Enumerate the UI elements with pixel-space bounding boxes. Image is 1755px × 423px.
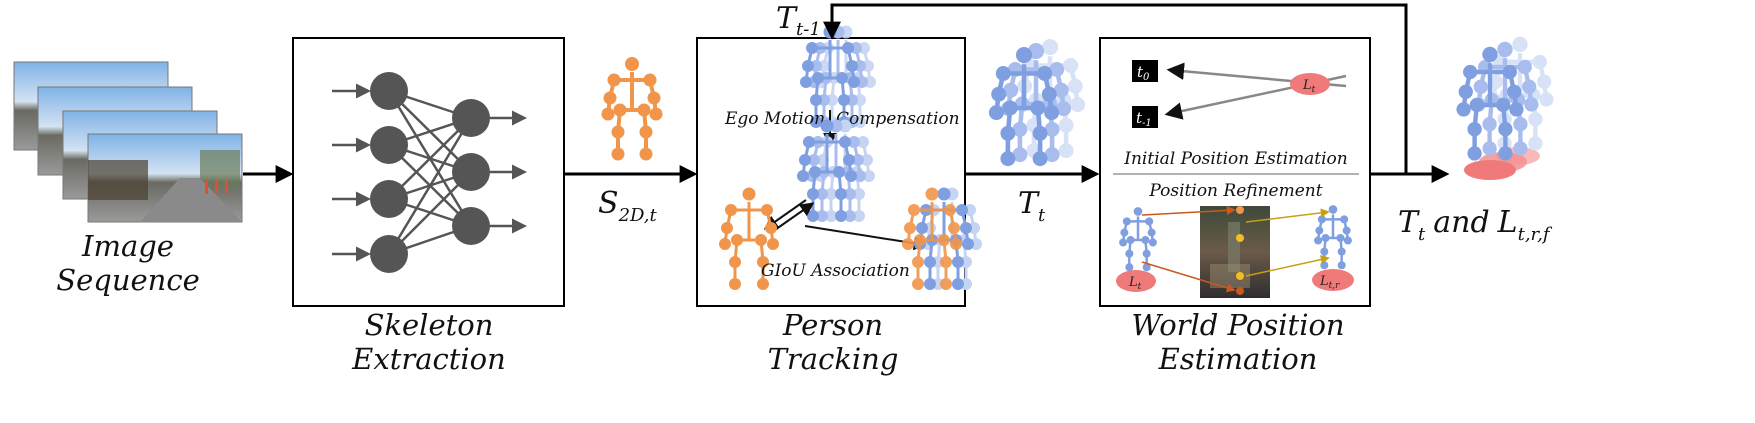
location-left xyxy=(1116,270,1156,292)
s2d-label: S2D,t xyxy=(598,186,658,226)
image-sequence-label-2: Sequence xyxy=(56,263,200,297)
camera-tm1 xyxy=(1132,106,1158,128)
svg-text:Lt: Lt xyxy=(1302,78,1316,95)
world-label-2: Estimation xyxy=(1158,342,1318,376)
t-minus-1-label: Tt-1 xyxy=(776,1,821,40)
world-label-1: World Position xyxy=(1131,308,1344,342)
compensation-label: Compensation xyxy=(836,109,960,129)
camera-t0 xyxy=(1132,60,1158,82)
t-label: Tt xyxy=(1018,186,1046,226)
svg-text:Lt,r: Lt,r xyxy=(1319,274,1340,291)
feedback-arrow xyxy=(823,3,1408,174)
skeleton-2d-orange xyxy=(601,57,663,161)
ego-motion-label: Ego Motion xyxy=(724,109,825,129)
skeleton-label-2: Extraction xyxy=(351,342,506,376)
tracking-label-1: Person xyxy=(782,308,883,342)
location-estimate xyxy=(1290,73,1330,95)
image-sequence-stack xyxy=(13,61,243,223)
output-skeletons xyxy=(1459,39,1552,180)
tracks-skeletons xyxy=(991,41,1083,163)
svg-text:t0: t0 xyxy=(1137,63,1150,83)
skeleton-label-1: Skeleton xyxy=(365,308,494,342)
svg-text:Lt: Lt xyxy=(1128,275,1142,292)
association-arrow-right xyxy=(771,202,815,233)
network-nodes xyxy=(370,72,490,273)
image-sequence-label-1: Image xyxy=(81,229,174,263)
position-refinement-label: Position Refinement xyxy=(1148,181,1322,201)
svg-text:t-1: t-1 xyxy=(1136,109,1152,129)
giou-label: GIoU Association xyxy=(761,261,910,281)
initial-position-label: Initial Position Estimation xyxy=(1123,149,1347,169)
tracking-label-2: Tracking xyxy=(768,342,899,376)
location-refined xyxy=(1312,269,1354,291)
output-label: Tt and Lt,r,f xyxy=(1398,205,1553,245)
